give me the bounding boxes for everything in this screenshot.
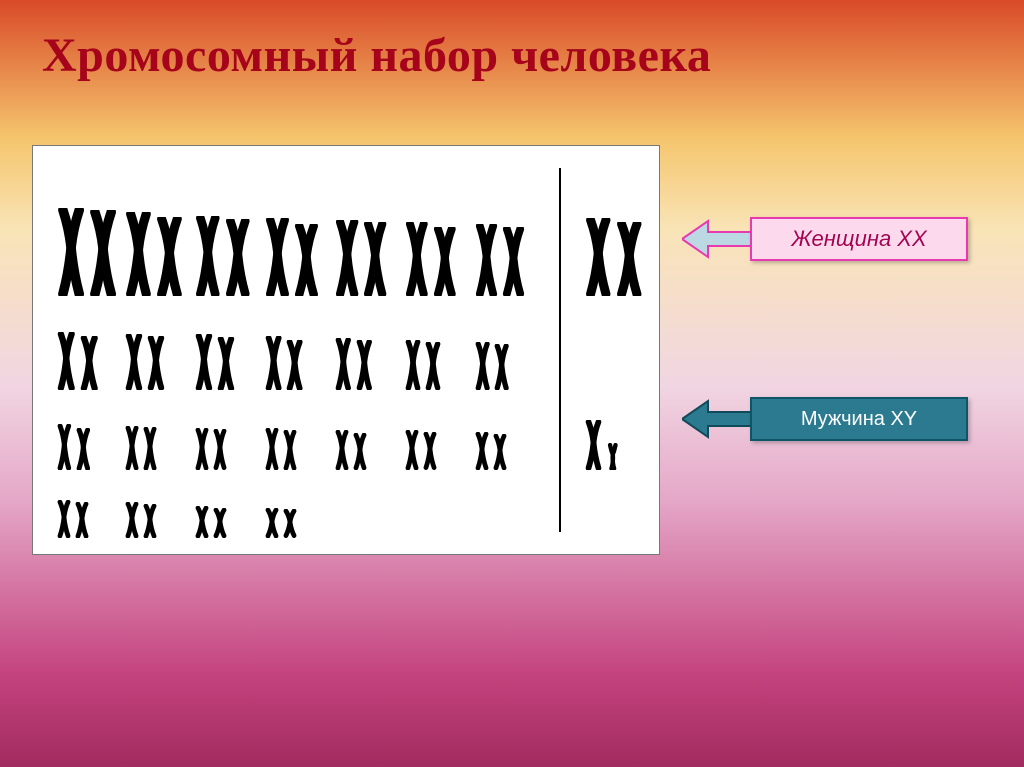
chromosome-pair xyxy=(405,222,456,296)
chromosome-pair xyxy=(125,426,157,470)
sex-chromosomes-xx xyxy=(585,218,642,296)
chromosome-pair xyxy=(405,430,437,470)
sex-chromosomes-xy xyxy=(585,420,620,470)
chromosome-pair xyxy=(475,342,510,390)
chromosome-pair xyxy=(265,218,319,296)
label-female-text: Женщина XX xyxy=(791,226,926,252)
chromosome-pair xyxy=(265,428,297,470)
chromosome-pair xyxy=(335,338,372,390)
chromosome-pair xyxy=(265,336,304,390)
chromosome-pair xyxy=(125,334,165,390)
arrow-female xyxy=(682,218,752,260)
page-title: Хромосомный набор человека xyxy=(42,28,711,83)
chromosome-pair xyxy=(335,430,367,470)
label-female: Женщина XX xyxy=(750,217,968,261)
karyotype-panel xyxy=(32,145,660,555)
chromosome-pair xyxy=(265,508,297,538)
chromosome-pair xyxy=(125,212,183,296)
chromosome-pair xyxy=(57,500,89,538)
chromosome-pair xyxy=(195,334,235,390)
chromosome-pair xyxy=(335,220,388,296)
chromosome-pair xyxy=(475,224,525,296)
label-male-text: Мужчина XY xyxy=(801,408,917,431)
arrow-male xyxy=(682,398,752,440)
chromosome-pair xyxy=(195,428,227,470)
chromosome-pair xyxy=(57,332,98,390)
chromosome-pair xyxy=(195,506,227,538)
chromosome-pair xyxy=(57,424,90,470)
chromosome-pair xyxy=(405,340,441,390)
chromosome-pair xyxy=(57,208,117,296)
chromosome-area xyxy=(43,176,649,534)
label-male: Мужчина XY xyxy=(750,397,968,441)
chromosome-pair xyxy=(475,432,507,470)
chromosome-pair xyxy=(125,502,157,538)
chromosome-pair xyxy=(195,216,250,296)
